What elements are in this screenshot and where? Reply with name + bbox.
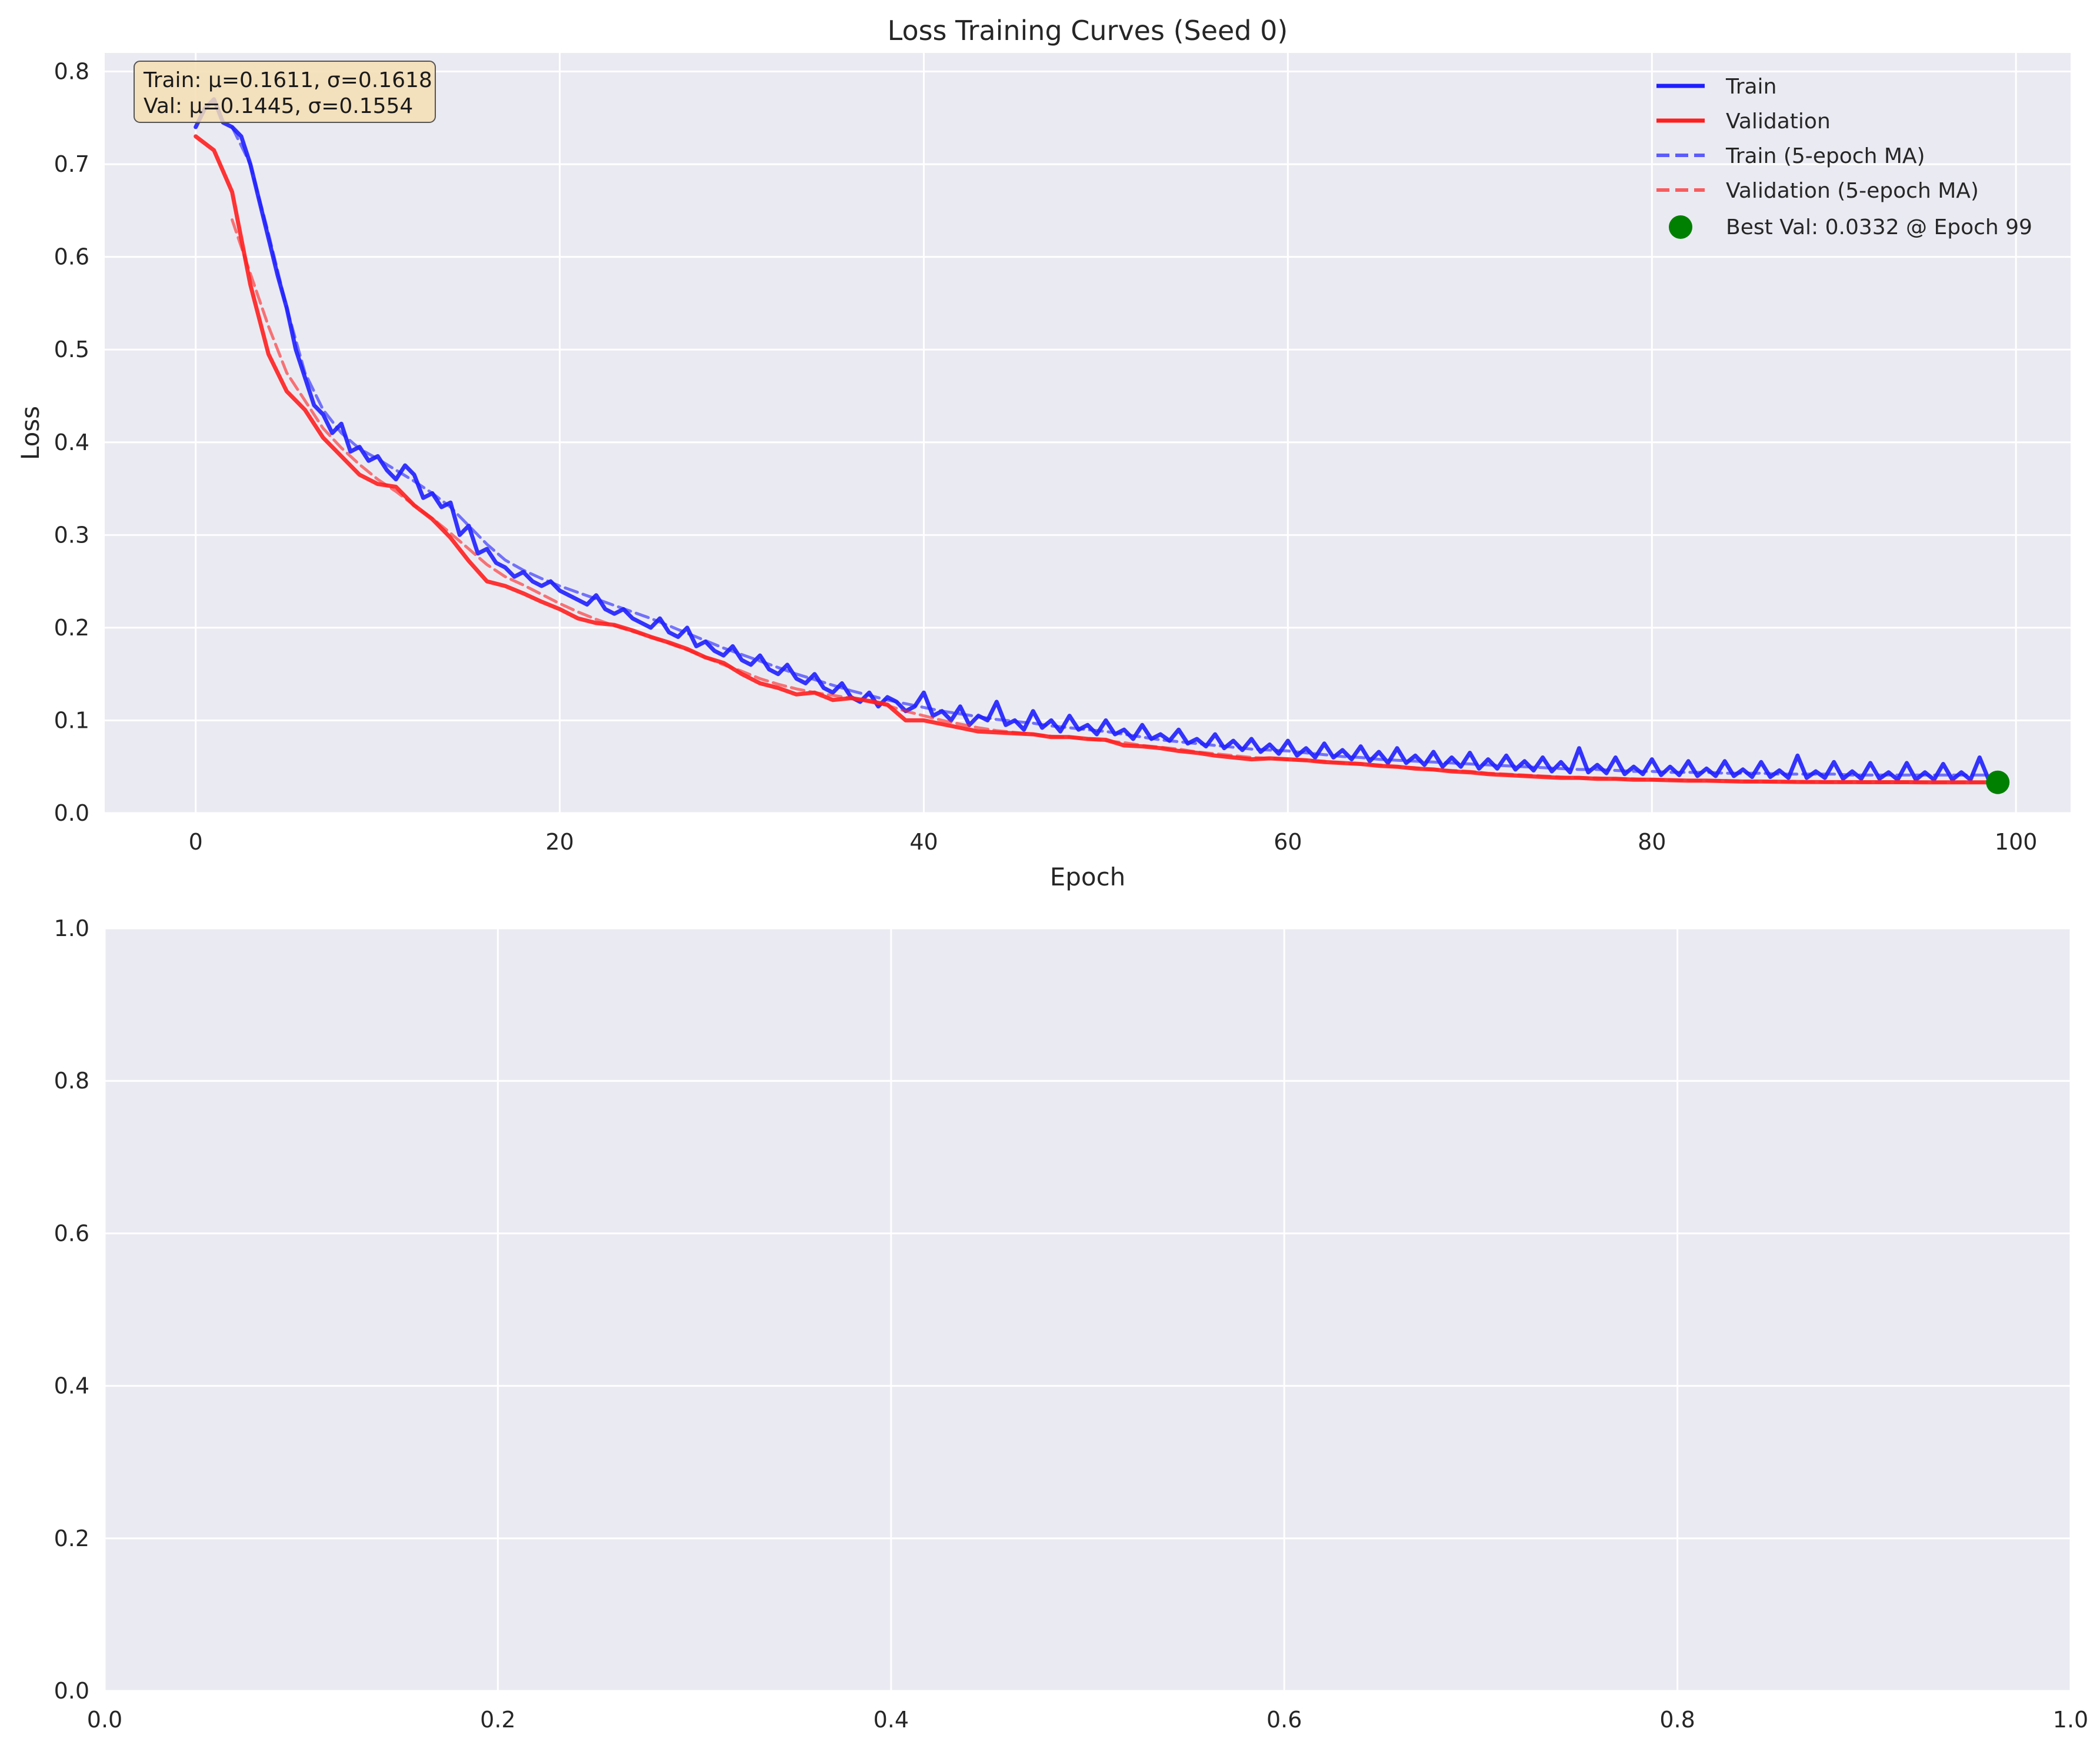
loss-y-axis-label: Loss [16,406,45,460]
stats-box-background [134,61,436,123]
stats-box: Train: μ=0.1611, σ=0.1618 Val: μ=0.1445,… [134,61,436,123]
empty-subplot: 0.0 0.2 0.4 0.6 0.8 1.0 0.0 0.2 0.4 0.6 0.8 1.0 [54,915,2089,1733]
x-tick-label: 100 [1995,829,2038,855]
y-tick-label: 0.7 [54,151,89,177]
empty-y-ticks: 0.0 0.2 0.4 0.6 0.8 1.0 [54,915,89,1704]
validation-ma-line [231,218,1999,784]
x-tick-label: 1.0 [2053,1707,2088,1733]
empty-grid [104,927,2072,1692]
loss-grid [105,53,2071,814]
y-tick-label: 1.0 [54,915,89,941]
y-tick-label: 0.2 [54,615,89,641]
stats-train-text: Train: μ=0.1611, σ=0.1618 [143,68,432,92]
x-tick-label: 40 [909,829,938,855]
loss-y-ticks: 0.0 0.1 0.2 0.3 0.4 0.5 0.6 0.7 0.8 [54,59,89,826]
stats-val-text: Val: μ=0.1445, σ=0.1554 [144,94,413,118]
x-tick-label: 80 [1638,829,1666,855]
y-tick-label: 0.4 [54,429,89,455]
x-tick-label: 0 [189,829,203,855]
y-tick-label: 0.6 [54,1220,89,1246]
y-tick-label: 0.8 [54,1068,89,1094]
x-tick-label: 0.8 [1659,1707,1695,1733]
x-tick-label: 20 [545,829,574,855]
x-tick-label: 60 [1274,829,1302,855]
y-tick-label: 0.2 [54,1526,89,1551]
best-val-marker-layer [1986,770,2010,794]
legend-label-best-val: Best Val: 0.0332 @ Epoch 99 [1726,215,2032,239]
train-ma-line [231,125,1999,777]
best-val-marker [1986,770,2010,794]
y-tick-label: 0.8 [54,59,89,85]
y-tick-label: 0.3 [54,522,89,548]
train-line [194,97,2000,782]
legend-label-validation: Validation [1726,109,1831,134]
loss-chart-title: Loss Training Curves (Seed 0) [888,15,1288,46]
x-tick-label: 0.0 [87,1707,122,1733]
legend-label-train: Train [1725,75,1776,99]
y-tick-label: 0.6 [54,244,89,270]
x-tick-label: 0.6 [1266,1707,1302,1733]
empty-x-ticks: 0.0 0.2 0.4 0.6 0.8 1.0 [87,1707,2088,1733]
legend-swatch-best-val [1669,215,1692,239]
loss-plot-area [105,53,2071,813]
loss-x-ticks: 0 20 40 60 80 100 [189,829,2038,855]
y-tick-label: 0.0 [54,1678,89,1704]
empty-plot-area [105,928,2071,1691]
y-tick-label: 0.4 [54,1373,89,1399]
loss-subplot: 0 20 40 60 80 100 0.0 0.1 0.2 0.3 0.4 0.5 0.6 0.7 0.8… [16,15,2071,891]
loss-series-lines [194,97,2000,785]
y-tick-label: 0.1 [54,707,89,733]
x-tick-label: 0.2 [480,1707,515,1733]
y-tick-label: 0.0 [54,800,89,826]
x-tick-label: 0.4 [874,1707,909,1733]
y-tick-label: 0.5 [54,337,89,362]
legend-label-validation-ma: Validation (5-epoch MA) [1726,179,1979,203]
legend-label-train-ma: Train (5-epoch MA) [1725,144,1925,168]
loss-legend: Train Validation Train (5-epoch MA) Vali… [1656,75,2032,239]
loss-x-axis-label: Epoch [1050,862,1126,891]
